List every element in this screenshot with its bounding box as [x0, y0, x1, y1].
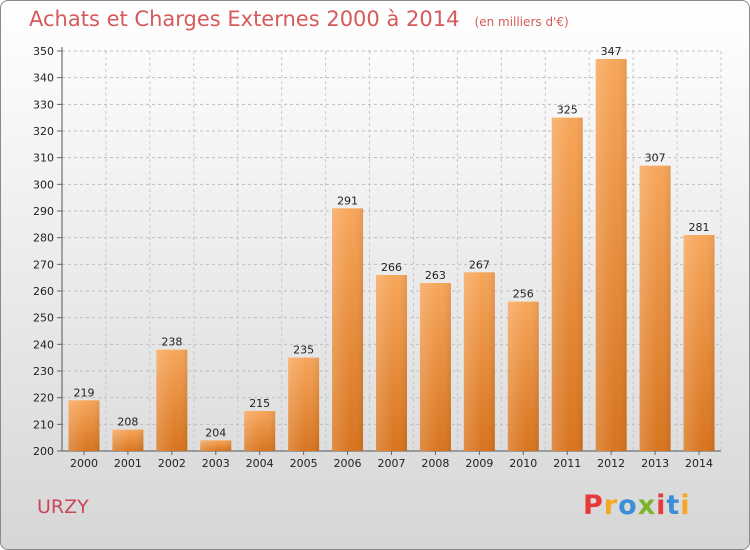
data-label: 307 [645, 152, 666, 165]
y-tick-label: 230 [33, 365, 54, 378]
data-label: 266 [381, 261, 402, 274]
bar-shading [288, 357, 320, 451]
bar-shading [595, 59, 627, 451]
x-tick-label: 2002 [158, 457, 186, 470]
x-tick-label: 2001 [114, 457, 142, 470]
y-tick-label: 300 [33, 178, 54, 191]
data-label: 215 [249, 397, 270, 410]
data-label: 267 [469, 258, 490, 271]
labels: 200 210 220 230 240 250 260 270 280 290 300 310 320 3… [33, 45, 713, 470]
y-tick-label: 260 [33, 285, 54, 298]
logo-letter: t [666, 490, 681, 521]
x-tick-label: 2008 [421, 457, 449, 470]
data-label: 204 [205, 426, 226, 439]
data-label: 347 [601, 45, 622, 58]
bar-shading [332, 208, 364, 451]
logo-letter: i [656, 490, 667, 521]
x-tick-label: 2006 [334, 457, 362, 470]
x-tick-label: 2011 [553, 457, 581, 470]
y-tick-label: 340 [33, 72, 54, 85]
bar-shading [200, 440, 232, 451]
bar-shading [419, 283, 451, 451]
y-tick-label: 320 [33, 125, 54, 138]
logo-letter: o [618, 490, 638, 521]
bar-shading [551, 117, 583, 452]
data-label: 235 [293, 344, 314, 357]
y-tick-label: 350 [33, 45, 54, 58]
bar-shading [244, 411, 276, 451]
chart-subtitle: (en milliers d'€) [474, 15, 569, 29]
bar-shading [639, 165, 671, 451]
x-tick-label: 2004 [246, 457, 274, 470]
x-tick-label: 2003 [202, 457, 230, 470]
x-tick-label: 2014 [685, 457, 713, 470]
data-label: 263 [425, 269, 446, 282]
bar-shading [156, 349, 188, 451]
bar-shading [376, 275, 407, 451]
y-tick-label: 240 [33, 338, 54, 351]
logo-letter: r [603, 490, 619, 521]
bars [68, 59, 715, 452]
data-label: 291 [337, 194, 358, 207]
logo-letter: i [680, 490, 691, 521]
y-tick-label: 250 [33, 312, 54, 325]
y-tick-label: 210 [33, 418, 54, 431]
bar-shading [68, 400, 100, 451]
x-tick-label: 2000 [70, 457, 98, 470]
x-tick-label: 2012 [597, 457, 625, 470]
data-label: 281 [689, 221, 710, 234]
proxiti-logo: Proxiti [583, 490, 691, 521]
x-tick-label: 2010 [509, 457, 537, 470]
x-tick-label: 2007 [378, 457, 406, 470]
bar-shading [463, 272, 495, 451]
data-label: 208 [117, 416, 138, 429]
data-label: 256 [513, 288, 534, 301]
x-tick-label: 2013 [641, 457, 669, 470]
y-tick-label: 280 [33, 232, 54, 245]
y-tick-label: 200 [33, 445, 54, 458]
title-row: Achats et Charges Externes 2000 à 2014 (… [29, 7, 569, 31]
y-tick-label: 310 [33, 152, 54, 165]
logo-letter: x [637, 490, 657, 521]
y-tick-label: 220 [33, 392, 54, 405]
y-tick-label: 270 [33, 258, 54, 271]
bar-shading [112, 429, 144, 451]
chart-title: Achats et Charges Externes 2000 à 2014 [29, 7, 460, 31]
bar-shading [683, 235, 715, 451]
x-tick-label: 2005 [290, 457, 318, 470]
data-label: 238 [161, 336, 182, 349]
commune-name: URZY [37, 496, 89, 518]
y-tick-label: 290 [33, 205, 54, 218]
x-tick-label: 2009 [465, 457, 493, 470]
data-label: 219 [73, 386, 94, 399]
data-label: 325 [557, 104, 578, 117]
bar-shading [507, 301, 539, 451]
y-tick-label: 330 [33, 98, 54, 111]
logo-letter: P [583, 490, 604, 521]
